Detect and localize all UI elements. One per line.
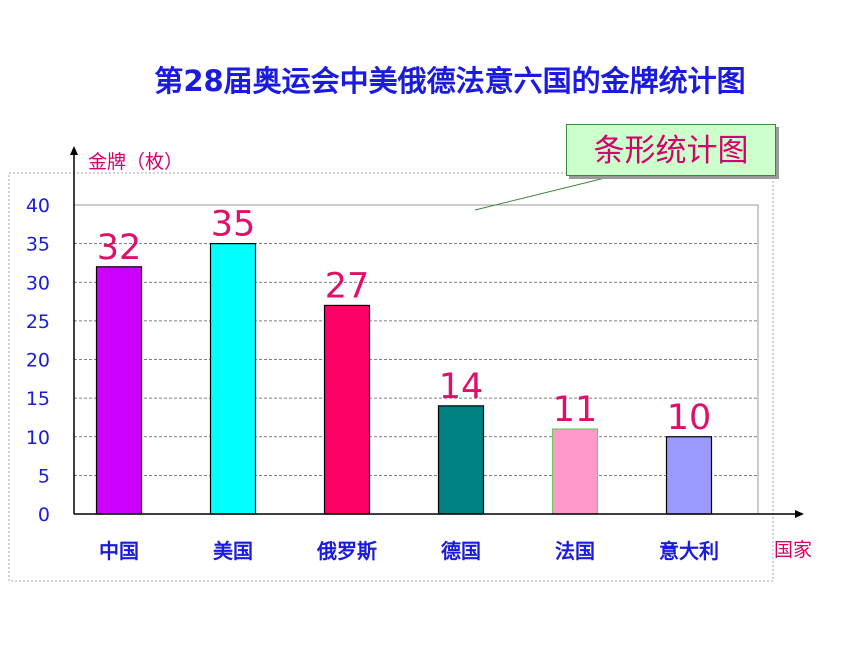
data-label: 35 <box>211 205 256 245</box>
y-tick-label: 15 <box>26 388 50 410</box>
chart-type-callout: 条形统计图 <box>566 124 776 176</box>
y-tick-label: 30 <box>26 272 50 294</box>
data-label: 10 <box>667 398 712 438</box>
data-label: 11 <box>553 390 598 430</box>
x-tick-label: 中国 <box>99 539 139 563</box>
chart-frame <box>8 172 774 582</box>
y-tick-label: 0 <box>38 504 50 526</box>
callout-pointer <box>474 177 606 211</box>
y-tick-label: 40 <box>26 195 50 217</box>
x-tick-label: 意大利 <box>659 539 719 563</box>
chart-title: 第28届奥运会中美俄德法意六国的金牌统计图 <box>154 64 746 98</box>
x-axis-label: 国家 <box>774 539 812 561</box>
bar <box>437 405 485 515</box>
data-label: 14 <box>439 367 484 407</box>
bar <box>665 436 713 515</box>
y-tick-label: 10 <box>26 427 50 449</box>
y-tick-label: 35 <box>26 234 50 256</box>
y-tick-label: 25 <box>26 311 50 333</box>
x-tick-label: 俄罗斯 <box>316 539 377 563</box>
bar <box>95 266 143 515</box>
y-tick-label: 5 <box>38 465 50 487</box>
y-axis-label: 金牌（枚） <box>88 151 183 173</box>
x-tick-label: 德国 <box>441 539 481 563</box>
bar <box>551 428 599 515</box>
data-label: 27 <box>325 266 370 306</box>
bar <box>209 243 257 515</box>
x-tick-label: 法国 <box>555 539 595 563</box>
data-label: 32 <box>97 228 142 268</box>
y-tick-label: 20 <box>26 350 50 372</box>
x-tick-label: 美国 <box>213 539 253 563</box>
bar <box>323 304 371 515</box>
